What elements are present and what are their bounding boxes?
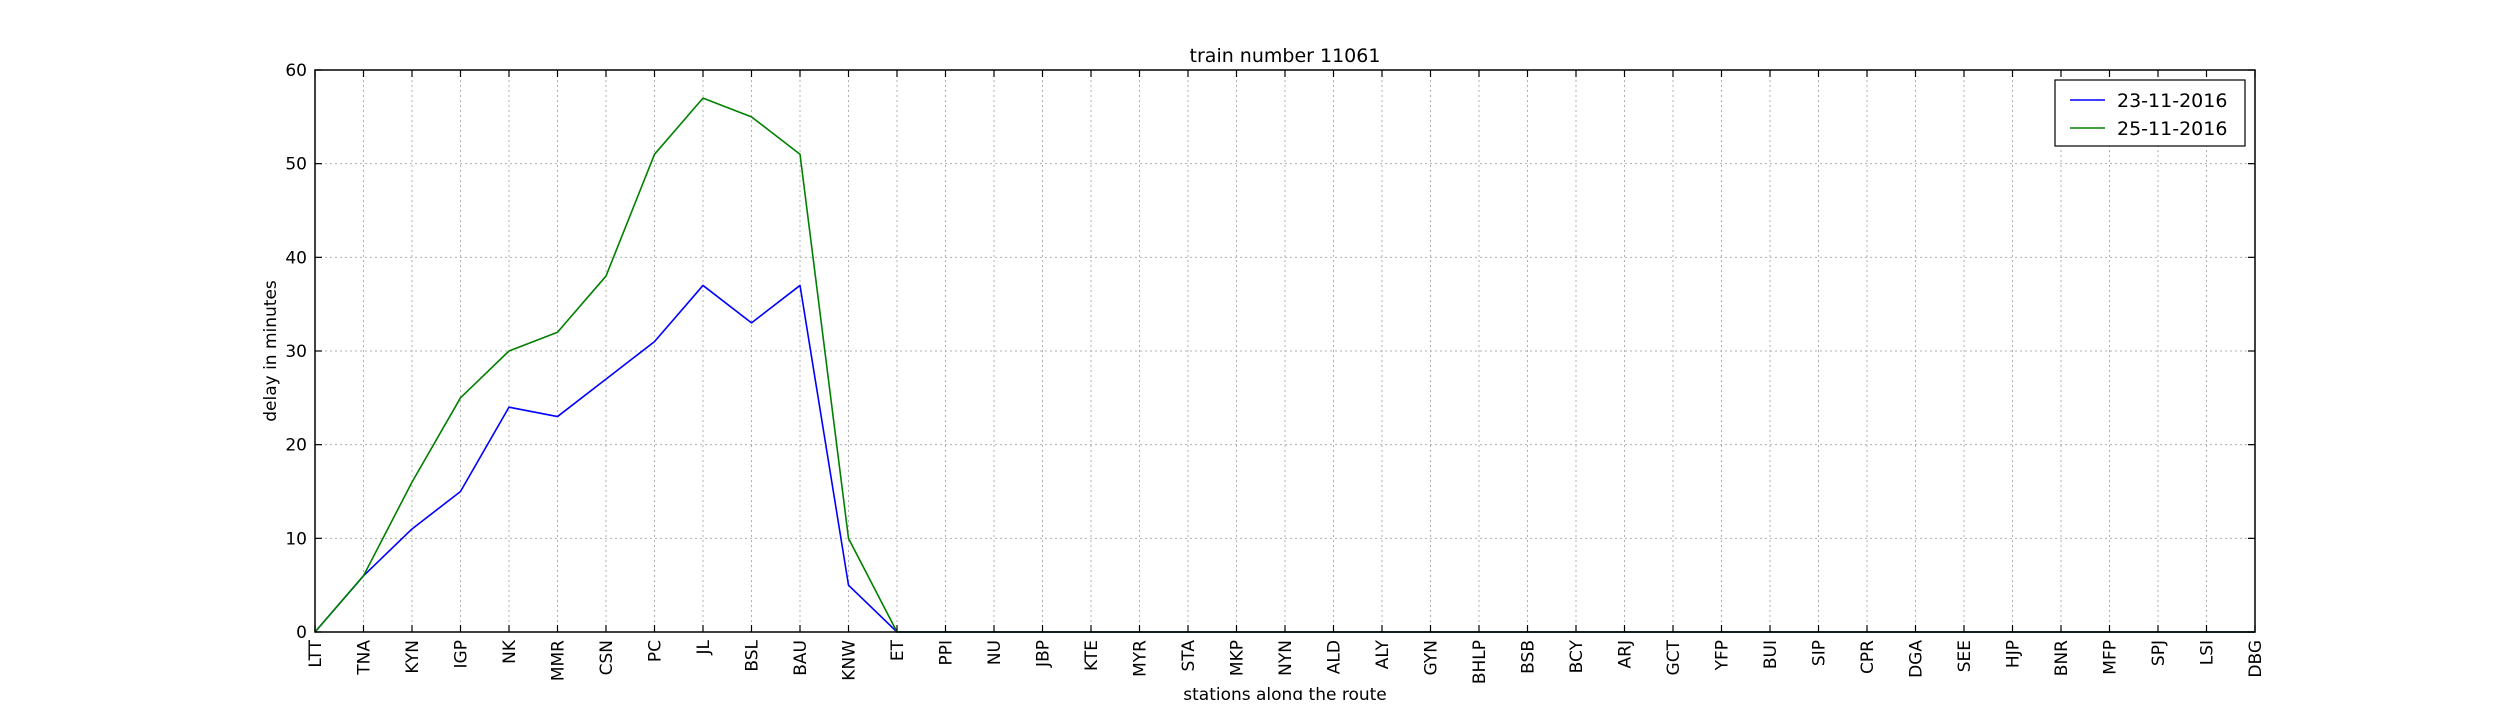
y-tick-label: 20 bbox=[285, 436, 307, 456]
x-tick-label-gct: GCT bbox=[1664, 639, 1684, 675]
legend-label: 25-11-2016 bbox=[2117, 118, 2227, 140]
x-axis-ticks: LTT TNA KYN IGP NK MMR CSN PC JL BSL BAU KNW ET PPI NU… bbox=[306, 70, 2266, 684]
x-tick-label-bnr: BNR bbox=[2052, 640, 2072, 676]
x-tick-label-mmr: MMR bbox=[549, 640, 569, 681]
x-tick-label-ltt: LTT bbox=[306, 639, 326, 667]
grid bbox=[315, 70, 2255, 632]
x-tick-label-cpr: CPR bbox=[1858, 640, 1878, 674]
x-tick-label-see: SEE bbox=[1955, 640, 1975, 672]
x-tick-label-nyn: NYN bbox=[1276, 640, 1296, 676]
x-tick-label-gyn: GYN bbox=[1422, 640, 1442, 675]
x-tick-label-kyn: KYN bbox=[403, 640, 423, 674]
y-axis-label: delay in minutes bbox=[261, 280, 281, 422]
x-tick-label-bau: BAU bbox=[791, 640, 811, 676]
x-tick-label-jl: JL bbox=[694, 639, 714, 655]
y-axis-ticks: 0 10 20 30 40 50 60 bbox=[285, 61, 2255, 643]
x-tick-label-dga: DGA bbox=[1907, 640, 1927, 678]
x-tick-label-dbg: DBG bbox=[2246, 640, 2266, 678]
y-tick-label: 10 bbox=[285, 529, 307, 549]
legend: 23-11-2016 25-11-2016 bbox=[2055, 80, 2245, 146]
y-tick-label: 0 bbox=[296, 623, 307, 643]
x-tick-label-bcy: BCY bbox=[1567, 639, 1587, 673]
x-tick-label-tna: TNA bbox=[355, 640, 375, 676]
x-tick-label-igp: IGP bbox=[452, 640, 472, 668]
x-tick-label-bui: BUI bbox=[1761, 640, 1781, 669]
x-axis-label: stations along the route bbox=[1183, 685, 1387, 700]
x-tick-label-bsl: BSL bbox=[743, 639, 763, 671]
y-tick-label: 40 bbox=[285, 248, 307, 268]
x-tick-label-ald: ALD bbox=[1325, 640, 1345, 674]
chart-title: train number 11061 bbox=[1190, 45, 1381, 67]
x-tick-label-arj: ARJ bbox=[1616, 640, 1636, 668]
x-tick-label-pc: PC bbox=[646, 640, 666, 662]
x-tick-label-lsi: LSI bbox=[2198, 640, 2218, 665]
x-tick-label-nu: NU bbox=[985, 640, 1005, 665]
legend-label: 23-11-2016 bbox=[2117, 90, 2227, 112]
x-tick-label-bsb: BSB bbox=[1519, 640, 1539, 674]
x-tick-label-csn: CSN bbox=[597, 640, 617, 675]
x-tick-label-kte: KTE bbox=[1082, 640, 1102, 671]
y-tick-label: 50 bbox=[285, 155, 307, 175]
x-tick-label-knw: KNW bbox=[840, 640, 860, 681]
x-tick-label-aly: ALY bbox=[1373, 639, 1393, 669]
x-tick-label-mkp: MKP bbox=[1228, 640, 1248, 676]
x-tick-label-nk: NK bbox=[500, 639, 520, 664]
x-tick-label-jbp: JBP bbox=[1034, 640, 1054, 668]
x-tick-label-mfp: MFP bbox=[2101, 640, 2121, 675]
x-tick-label-sip: SIP bbox=[1810, 640, 1830, 666]
x-tick-label-hjp: HJP bbox=[2004, 640, 2024, 668]
x-tick-label-bhlp: BHLP bbox=[1470, 640, 1490, 684]
x-tick-label-et: ET bbox=[888, 639, 908, 661]
y-tick-label: 60 bbox=[285, 61, 307, 81]
x-tick-label-spj: SPJ bbox=[2149, 640, 2169, 666]
x-tick-label-myr: MYR bbox=[1131, 640, 1151, 677]
x-tick-label-sta: STA bbox=[1179, 640, 1199, 672]
y-tick-label: 30 bbox=[285, 342, 307, 362]
x-tick-label-ppi: PPI bbox=[937, 640, 957, 666]
x-tick-label-yfp: YFP bbox=[1713, 640, 1733, 671]
